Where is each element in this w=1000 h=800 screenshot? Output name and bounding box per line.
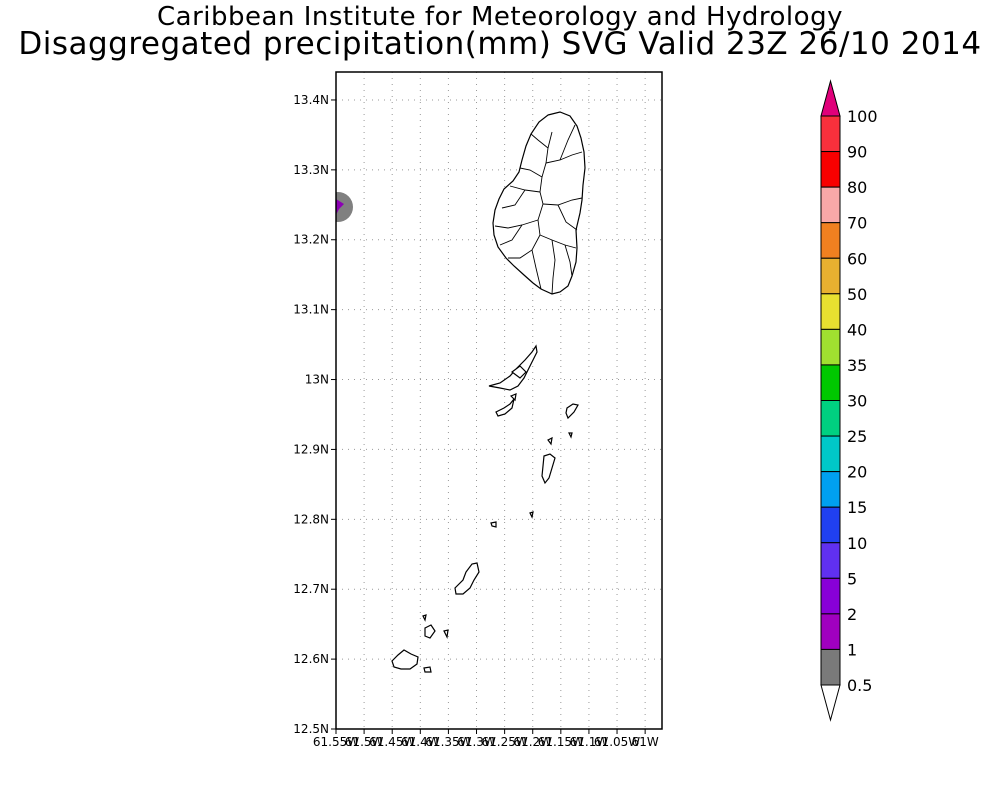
chart-title: Caribbean Institute for Meteorology and … — [157, 2, 843, 32]
colorbar-label: 25 — [847, 427, 867, 446]
colorbar-segment — [820, 577, 841, 615]
lon-tick-label: 61W — [632, 735, 659, 749]
colorbar-segment — [820, 328, 841, 366]
colorbar-label: 100 — [847, 107, 878, 126]
colorbar-segment — [820, 471, 841, 508]
map-frame — [335, 71, 663, 730]
lon-tick-label: 61.05W — [594, 735, 640, 749]
chart-subtitle: Disaggregated precipitation(mm) SVG Vali… — [18, 26, 982, 62]
lon-tick-label: 61.4W — [401, 735, 440, 749]
colorbar-label: 50 — [847, 285, 867, 304]
colorbar-label: 2 — [847, 605, 857, 624]
colorbar-label: 90 — [847, 143, 867, 162]
colorbar-segment — [820, 222, 841, 259]
lon-tick-label: 61.15W — [538, 735, 584, 749]
map-gridlines — [336, 72, 662, 729]
colorbar-segment — [820, 613, 841, 650]
lat-tick-label: 12.7N — [293, 582, 329, 596]
lon-tick-label: 61.35W — [425, 735, 471, 749]
colorbar-segment — [820, 364, 841, 401]
colorbar-label: 15 — [847, 498, 867, 517]
lon-tick-label: 61.55W — [313, 735, 359, 749]
lat-tick-label: 12.9N — [293, 442, 329, 456]
colorbar-label: 40 — [847, 320, 867, 339]
colorbar-min-arrow — [820, 684, 841, 722]
colorbar-segment — [820, 506, 841, 544]
colorbar-label: 1 — [847, 640, 857, 659]
lat-tick-label: 13.1N — [293, 303, 329, 317]
lat-tick-label: 13.4N — [293, 93, 329, 107]
precip-colorbar: 100 90 80 70 60 50 40 35 30 25 20 15 10 5 2 1 0.5 — [820, 79, 878, 722]
colorbar-segment — [820, 186, 841, 224]
lon-tick-label: 61.5W — [345, 735, 384, 749]
map-axes: 13.4N 13.3N 13.2N 13.1N 13N 12.9N 12.8N 12.7N 12… — [293, 93, 659, 749]
colorbar-label: 0.5 — [847, 676, 872, 695]
colorbar-segment — [820, 293, 841, 330]
grenadines-islands — [391, 344, 579, 673]
colorbar-label: 70 — [847, 214, 867, 233]
lat-tick-label: 12.6N — [293, 652, 329, 666]
colorbar-segment — [820, 151, 841, 188]
colorbar-max-arrow — [820, 79, 841, 117]
colorbar-label: 5 — [847, 569, 857, 588]
colorbar-label: 30 — [847, 392, 867, 411]
colorbar-label: 60 — [847, 249, 867, 268]
colorbar-segment — [820, 648, 841, 686]
lon-tick-label: 61.1W — [570, 735, 609, 749]
lat-tick-label: 12.8N — [293, 512, 329, 526]
colorbar-label: 35 — [847, 356, 867, 375]
colorbar-segment — [820, 400, 841, 437]
lon-tick-label: 61.45W — [369, 735, 415, 749]
colorbar-segment — [820, 115, 841, 153]
lat-tick-label: 13.2N — [293, 233, 329, 247]
colorbar-segment — [820, 435, 841, 473]
lat-tick-label: 13.3N — [293, 163, 329, 177]
lon-tick-label: 61.25W — [482, 735, 528, 749]
lon-tick-label: 61.3W — [457, 735, 496, 749]
colorbar-segment — [820, 542, 841, 579]
lat-tick-label: 13N — [305, 373, 329, 387]
colorbar-label: 10 — [847, 534, 867, 553]
st-vincent-watersheds — [494, 124, 583, 295]
lon-tick-label: 61.2W — [513, 735, 552, 749]
lat-tick-label: 12.5N — [293, 722, 329, 736]
colorbar-segment — [820, 257, 841, 295]
colorbar-label: 20 — [847, 463, 867, 482]
colorbar-label: 80 — [847, 178, 867, 197]
precip-blob — [336, 192, 353, 222]
